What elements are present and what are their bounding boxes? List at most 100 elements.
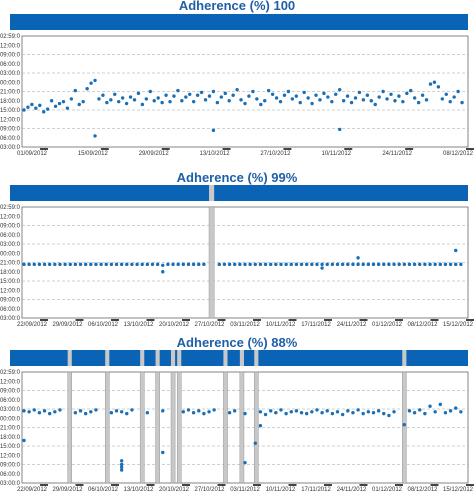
data-point bbox=[424, 98, 429, 102]
data-point bbox=[155, 262, 160, 267]
data-point bbox=[423, 262, 427, 267]
data-point bbox=[207, 94, 212, 98]
y-tick-label: 03:00:0 bbox=[0, 145, 21, 151]
x-tick-mark bbox=[395, 319, 403, 321]
data-point bbox=[199, 90, 204, 95]
data-point bbox=[212, 408, 216, 412]
header-bar bbox=[10, 14, 468, 30]
gap-column bbox=[176, 371, 182, 484]
x-tick-label: 13/10/2012 bbox=[123, 487, 154, 493]
y-tick-label: 02:59:0 bbox=[0, 370, 21, 376]
data-point bbox=[315, 262, 319, 267]
data-point bbox=[454, 406, 458, 410]
y-tick-label: 18:00:0 bbox=[0, 99, 21, 105]
data-point bbox=[248, 262, 252, 267]
data-point bbox=[330, 99, 334, 104]
data-point bbox=[78, 262, 83, 267]
header-gap-marker bbox=[170, 350, 176, 366]
data-point bbox=[365, 93, 370, 97]
data-point bbox=[227, 411, 232, 415]
y-tick-label: 15:00:0 bbox=[0, 444, 21, 450]
data-point bbox=[89, 410, 93, 414]
header-gap-marker bbox=[67, 350, 72, 366]
data-point bbox=[335, 262, 340, 267]
data-point bbox=[438, 402, 443, 407]
data-point bbox=[222, 262, 227, 267]
x-tick-label: 10/11/2012 bbox=[266, 487, 296, 493]
y-tick-label: 12:00:0 bbox=[0, 43, 21, 49]
data-point bbox=[258, 410, 263, 414]
x-tick-label: 24/11/2012 bbox=[337, 322, 367, 328]
x-tick-mark bbox=[75, 319, 84, 321]
data-point bbox=[89, 262, 93, 267]
data-point bbox=[235, 87, 239, 92]
y-tick-label: 03:00:0 bbox=[0, 242, 21, 248]
data-point bbox=[412, 262, 417, 267]
data-point bbox=[268, 262, 273, 267]
data-point bbox=[330, 262, 335, 267]
x-tick-label: 10/11/2012 bbox=[266, 322, 296, 328]
x-tick-mark bbox=[288, 484, 297, 486]
x-tick-mark bbox=[182, 319, 190, 321]
data-point bbox=[32, 408, 36, 412]
y-tick-label: 21:00:0 bbox=[0, 90, 21, 96]
data-point bbox=[387, 413, 391, 418]
x-tick-label: 22/09/2012 bbox=[17, 487, 48, 493]
data-point bbox=[53, 104, 58, 109]
data-point bbox=[361, 262, 365, 267]
data-point bbox=[270, 92, 275, 96]
data-point bbox=[433, 410, 437, 414]
data-point bbox=[144, 97, 149, 101]
data-point bbox=[101, 93, 105, 97]
data-point bbox=[393, 99, 397, 103]
x-tick-mark bbox=[182, 484, 190, 486]
data-point bbox=[353, 96, 358, 100]
x-tick-mark bbox=[344, 148, 353, 150]
y-tick-label: 06:00:0 bbox=[0, 307, 21, 313]
data-point bbox=[247, 94, 251, 98]
data-point bbox=[168, 99, 172, 104]
x-tick-mark bbox=[111, 319, 119, 321]
data-point bbox=[371, 262, 376, 267]
y-tick-label: 18:00:0 bbox=[0, 270, 21, 276]
data-point bbox=[428, 404, 432, 408]
data-point bbox=[366, 262, 371, 267]
data-point bbox=[195, 93, 200, 97]
data-point bbox=[132, 98, 137, 102]
data-point bbox=[294, 262, 299, 267]
data-point bbox=[73, 88, 78, 93]
data-point bbox=[274, 262, 278, 267]
data-point bbox=[181, 410, 186, 414]
data-point bbox=[351, 411, 355, 415]
x-tick-label: 20/10/2012 bbox=[159, 322, 190, 328]
data-point bbox=[176, 88, 180, 93]
data-point bbox=[279, 262, 283, 267]
data-point bbox=[299, 262, 304, 267]
gap-column bbox=[155, 371, 160, 484]
data-point bbox=[104, 262, 108, 267]
data-point bbox=[231, 93, 235, 97]
data-point bbox=[420, 93, 425, 97]
data-point bbox=[73, 411, 78, 415]
data-point bbox=[53, 262, 57, 267]
data-point bbox=[289, 410, 293, 414]
data-point bbox=[243, 460, 247, 465]
x-tick-label: 15/09/2012 bbox=[78, 151, 109, 157]
data-point bbox=[63, 262, 67, 267]
data-point bbox=[188, 92, 192, 96]
x-tick-label: 08/12/2012 bbox=[443, 151, 474, 157]
y-tick-label: 03:00:0 bbox=[0, 71, 21, 77]
data-point bbox=[448, 99, 452, 104]
data-point bbox=[119, 459, 124, 463]
gap-column bbox=[105, 371, 110, 484]
data-point bbox=[73, 262, 78, 267]
data-point bbox=[299, 411, 304, 415]
x-tick-mark bbox=[283, 148, 292, 150]
x-tick-mark bbox=[466, 319, 474, 321]
data-point bbox=[356, 262, 360, 267]
x-tick-mark bbox=[430, 319, 439, 321]
data-point bbox=[346, 409, 350, 413]
data-point bbox=[37, 262, 42, 267]
x-tick-label: 29/09/2012 bbox=[139, 151, 170, 157]
chart-1: 02:59:0 12:00:0 09:00:0 06:00:0 03:00:0 00:00… bbox=[0, 14, 474, 157]
